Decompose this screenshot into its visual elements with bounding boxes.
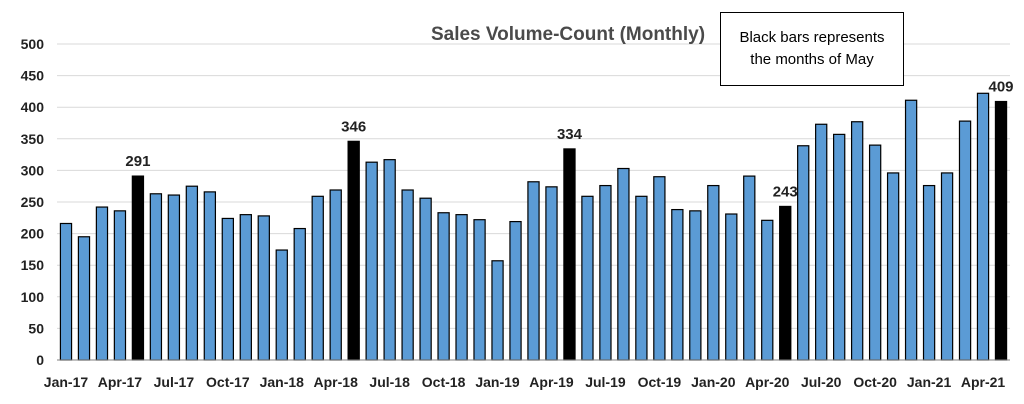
- y-tick-label: 250: [21, 194, 45, 210]
- y-tick-label: 150: [21, 257, 45, 273]
- x-tick-label: Apr-19: [529, 374, 574, 390]
- bar-highlight-may: [994, 100, 1008, 361]
- bar: [958, 120, 972, 361]
- y-tick-label: 200: [21, 226, 45, 242]
- bar: [293, 227, 306, 361]
- x-tick-label: Jul-18: [369, 374, 410, 390]
- x-tick-label: Oct-18: [422, 374, 466, 390]
- bar: [77, 236, 91, 361]
- bar: [904, 99, 918, 361]
- bar-highlight-may: [563, 148, 576, 361]
- bar: [419, 197, 432, 361]
- y-axis-tick-labels: 0 50 100 150 200 250 300 350 400 450 500: [21, 36, 45, 368]
- x-tick-label: Apr-18: [314, 374, 359, 390]
- bar: [922, 184, 936, 361]
- bar: [850, 121, 864, 361]
- bar: [653, 176, 666, 361]
- bar: [761, 219, 774, 361]
- bar: [275, 249, 288, 361]
- bar: [167, 194, 181, 361]
- chart-title: Sales Volume-Count (Monthly): [431, 24, 705, 45]
- bar: [725, 213, 738, 361]
- y-tick-label: 450: [21, 68, 45, 84]
- data-label: 346: [341, 118, 366, 135]
- bar: [365, 161, 378, 361]
- x-tick-label: Jan-19: [475, 374, 520, 390]
- bar: [455, 214, 468, 361]
- bar: [329, 189, 342, 361]
- x-tick-label: Jan-20: [691, 374, 736, 390]
- annotation-text: Black bars represents the months of May: [739, 29, 885, 68]
- bars: [59, 92, 1008, 361]
- bar: [239, 214, 252, 361]
- bar: [221, 217, 234, 361]
- bar: [203, 191, 217, 361]
- x-tick-label: Jan-21: [907, 374, 952, 390]
- data-label: 243: [773, 183, 798, 200]
- data-label: 291: [125, 153, 150, 170]
- bar: [113, 210, 127, 361]
- y-tick-label: 500: [21, 36, 45, 52]
- bar: [527, 181, 540, 361]
- bar: [491, 260, 504, 361]
- bar: [599, 184, 612, 361]
- y-tick-label: 300: [21, 162, 45, 178]
- x-tick-label: Oct-20: [853, 374, 897, 390]
- x-tick-label: Jul-19: [585, 374, 626, 390]
- bar: [149, 193, 163, 361]
- bar: [976, 92, 990, 361]
- bar: [617, 167, 630, 361]
- x-tick-label: Apr-17: [98, 374, 143, 390]
- bar: [868, 144, 882, 361]
- bar: [743, 175, 756, 361]
- bar-highlight-may: [779, 205, 792, 361]
- y-tick-label: 0: [36, 352, 44, 368]
- x-tick-label: Oct-17: [206, 374, 250, 390]
- bar: [185, 185, 199, 361]
- y-tick-label: 350: [21, 131, 45, 147]
- bar: [671, 208, 684, 361]
- bar: [509, 220, 522, 361]
- bar: [437, 212, 450, 361]
- annotation-box: Black bars represents the months of May: [720, 12, 904, 86]
- bar-highlight-may: [347, 140, 360, 361]
- data-label: 334: [557, 126, 583, 143]
- x-tick-label: Apr-21: [961, 374, 1006, 390]
- bar: [59, 222, 73, 361]
- bar: [940, 172, 954, 361]
- bar: [833, 133, 846, 361]
- data-label: 409: [988, 79, 1013, 96]
- x-axis-tick-labels: Jan-17 Apr-17 Jul-17 Oct-17 Jan-18 Apr-18 Jul-…: [44, 374, 1006, 390]
- bar: [815, 123, 828, 361]
- bar: [886, 172, 900, 361]
- x-tick-label: Jul-20: [801, 374, 842, 390]
- bar: [401, 189, 414, 361]
- bar: [689, 210, 702, 361]
- bar: [581, 195, 594, 361]
- x-tick-label: Apr-20: [745, 374, 790, 390]
- x-tick-label: Jul-17: [154, 374, 195, 390]
- bar: [545, 186, 558, 361]
- y-tick-label: 400: [21, 99, 45, 115]
- bar: [383, 159, 396, 361]
- x-tick-label: Jan-17: [44, 374, 89, 390]
- bar: [797, 145, 810, 361]
- x-tick-label: Jan-18: [260, 374, 305, 390]
- y-tick-label: 100: [21, 289, 45, 305]
- bar: [257, 215, 270, 361]
- bar-highlight-may: [131, 175, 145, 361]
- bar: [707, 184, 720, 361]
- bar: [635, 195, 648, 361]
- data-labels: 291 346 334 243 409: [125, 79, 1013, 201]
- bar: [95, 206, 109, 361]
- y-tick-label: 50: [28, 320, 44, 336]
- x-tick-label: Oct-19: [638, 374, 682, 390]
- bar: [473, 219, 486, 361]
- bar: [311, 195, 324, 361]
